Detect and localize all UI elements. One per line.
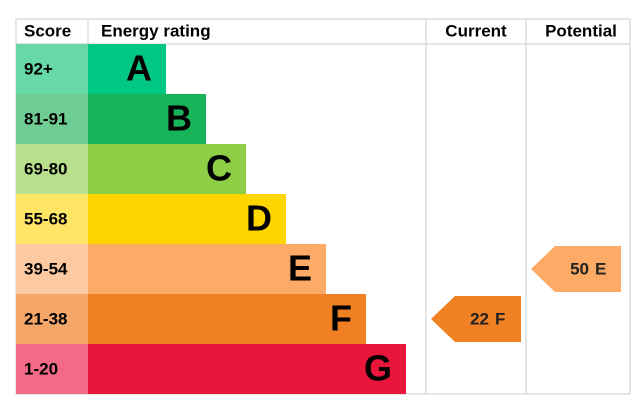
score-label: 21-38: [24, 309, 67, 328]
rating-letter: D: [246, 198, 272, 239]
rating-bar: [88, 244, 326, 294]
rating-bar: [88, 44, 166, 94]
score-label: 81-91: [24, 109, 67, 128]
score-cell: [16, 344, 88, 394]
potential-value: 50: [570, 259, 589, 278]
score-cell: [16, 244, 88, 294]
score-cell: [16, 144, 88, 194]
score-cell: [16, 294, 88, 344]
rating-bar: [88, 94, 206, 144]
current-letter: F: [495, 309, 505, 328]
header-rating: Energy rating: [101, 21, 211, 40]
score-label: 92+: [24, 59, 53, 78]
rating-bar: [88, 194, 286, 244]
rating-letter: C: [206, 148, 232, 189]
header-score: Score: [24, 21, 71, 40]
potential-arrow: [531, 246, 621, 292]
rating-letter: G: [364, 348, 392, 389]
rating-letter: A: [126, 48, 152, 89]
header-current: Current: [445, 21, 507, 40]
header-potential: Potential: [545, 21, 617, 40]
score-label: 69-80: [24, 159, 67, 178]
rating-letter: F: [330, 298, 352, 339]
score-cell: [16, 94, 88, 144]
rating-bar: [88, 344, 406, 394]
score-cell: [16, 194, 88, 244]
rating-letter: B: [166, 98, 192, 139]
score-label: 39-54: [24, 259, 68, 278]
rating-bar: [88, 144, 246, 194]
current-value: 22: [470, 309, 489, 328]
score-label: 55-68: [24, 209, 67, 228]
rating-bar: [88, 294, 366, 344]
rating-letter: E: [288, 248, 312, 289]
score-label: 1-20: [24, 359, 58, 378]
potential-letter: E: [595, 259, 606, 278]
current-arrow: [431, 296, 521, 342]
score-cell: [16, 44, 88, 94]
